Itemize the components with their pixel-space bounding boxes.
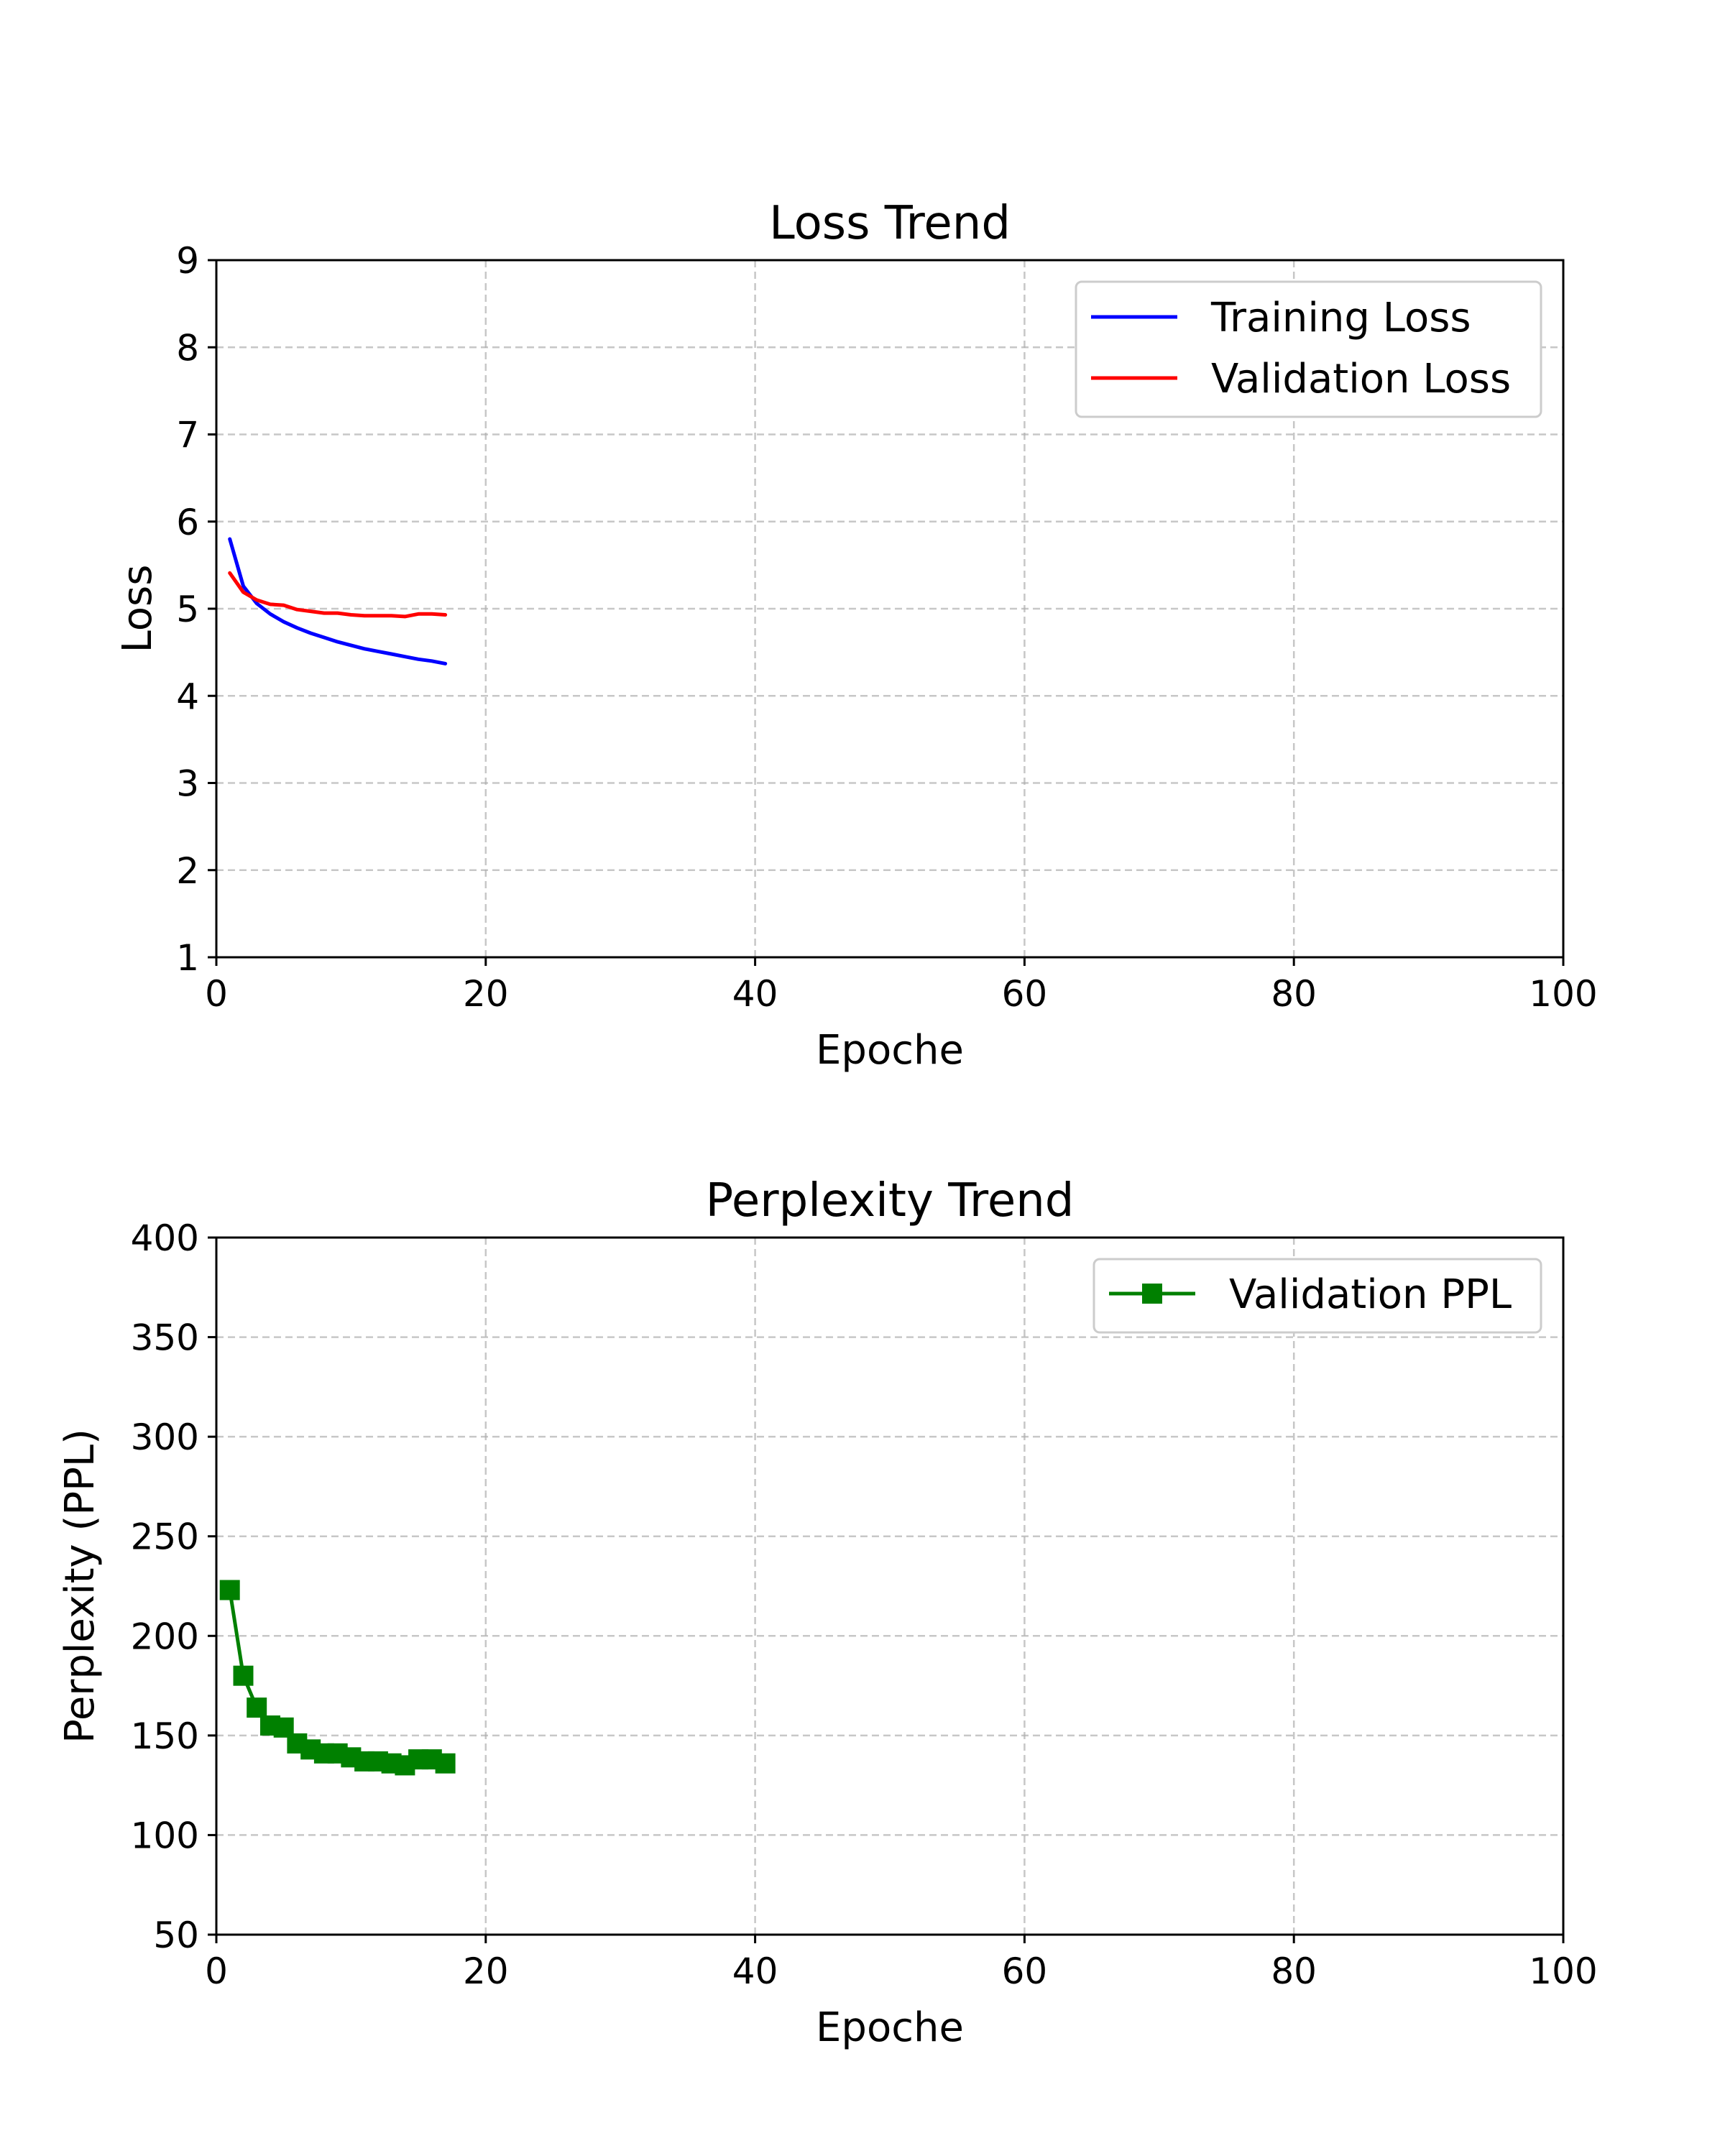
ppl-y-tick-label: 400 <box>131 1217 199 1259</box>
ppl-legend: Validation PPL <box>1092 1258 1542 1334</box>
loss-y-ticks: 1 2 3 4 5 6 7 8 9 <box>176 240 216 979</box>
ppl-x-tick-label: 60 <box>1002 1950 1048 1992</box>
ppl-x-tick-label: 0 <box>205 1950 228 1992</box>
loss-x-tick-label: 80 <box>1271 973 1317 1015</box>
loss-trend-chart: 0 20 40 60 80 100 1 2 3 4 5 6 7 8 9 Loss Trend Epoche… <box>114 197 1598 1074</box>
loss-y-tick-label: 5 <box>176 589 199 630</box>
ppl-x-tick-label: 80 <box>1271 1950 1317 1992</box>
ppl-y-axis-label: Perplexity (PPL) <box>57 1429 104 1743</box>
validation-ppl-point <box>435 1753 456 1774</box>
ppl-x-tick-label: 100 <box>1529 1950 1597 1992</box>
ppl-chart-title: Perplexity Trend <box>706 1174 1075 1227</box>
loss-x-tick-label: 60 <box>1002 973 1048 1015</box>
ppl-plot-frame <box>215 1236 1565 1936</box>
loss-x-tick-label: 0 <box>205 973 228 1015</box>
validation-ppl-legend-label: Validation PPL <box>1229 1271 1512 1318</box>
loss-y-axis-label: Loss <box>114 565 161 653</box>
ppl-series <box>219 1580 456 1776</box>
loss-y-tick-label: 3 <box>176 763 199 805</box>
ppl-y-tick-label: 300 <box>131 1416 199 1458</box>
loss-x-axis-label: Epoche <box>816 1027 964 1074</box>
ppl-x-tick-label: 40 <box>732 1950 778 1992</box>
validation-ppl-point <box>219 1580 240 1600</box>
validation-loss-legend-label: Validation Loss <box>1211 356 1511 402</box>
validation-loss-line <box>228 571 448 619</box>
validation-ppl-legend-marker <box>1142 1284 1162 1304</box>
loss-chart-title: Loss Trend <box>769 197 1011 250</box>
ppl-y-ticks: 50 100 150 200 250 300 350 400 <box>131 1217 216 1956</box>
loss-y-tick-label: 9 <box>176 240 199 282</box>
loss-series <box>228 537 448 665</box>
training-loss-legend-label: Training Loss <box>1210 295 1471 341</box>
loss-y-tick-label: 4 <box>176 676 199 717</box>
loss-x-ticks: 0 20 40 60 80 100 <box>205 957 1598 1015</box>
ppl-legend-box <box>1092 1258 1542 1334</box>
loss-legend: Training Loss Validation Loss <box>1075 280 1542 418</box>
perplexity-trend-chart: 0 20 40 60 80 100 50 100 150 200 250 300 350 400 Per… <box>57 1174 1598 2051</box>
ppl-y-tick-label: 150 <box>131 1715 199 1757</box>
ppl-y-tick-label: 350 <box>131 1317 199 1359</box>
loss-y-tick-label: 8 <box>176 327 199 369</box>
loss-x-tick-label: 20 <box>463 973 509 1015</box>
ppl-y-tick-label: 100 <box>131 1815 199 1856</box>
loss-y-tick-label: 7 <box>176 415 199 456</box>
loss-y-tick-label: 6 <box>176 502 199 543</box>
loss-x-tick-label: 100 <box>1529 973 1597 1015</box>
loss-y-tick-label: 2 <box>176 850 199 892</box>
validation-ppl-point <box>233 1665 254 1686</box>
loss-x-tick-label: 40 <box>732 973 778 1015</box>
training-loss-line <box>228 537 448 665</box>
ppl-x-axis-label: Epoche <box>816 2004 964 2051</box>
ppl-x-ticks: 0 20 40 60 80 100 <box>205 1935 1598 1992</box>
ppl-y-tick-label: 250 <box>131 1516 199 1558</box>
loss-y-tick-label: 1 <box>176 937 199 979</box>
validation-ppl-point <box>247 1697 267 1718</box>
ppl-y-tick-label: 200 <box>131 1616 199 1657</box>
ppl-y-tick-label: 50 <box>153 1915 199 1956</box>
ppl-x-tick-label: 20 <box>463 1950 509 1992</box>
loss-legend-box <box>1075 280 1542 418</box>
